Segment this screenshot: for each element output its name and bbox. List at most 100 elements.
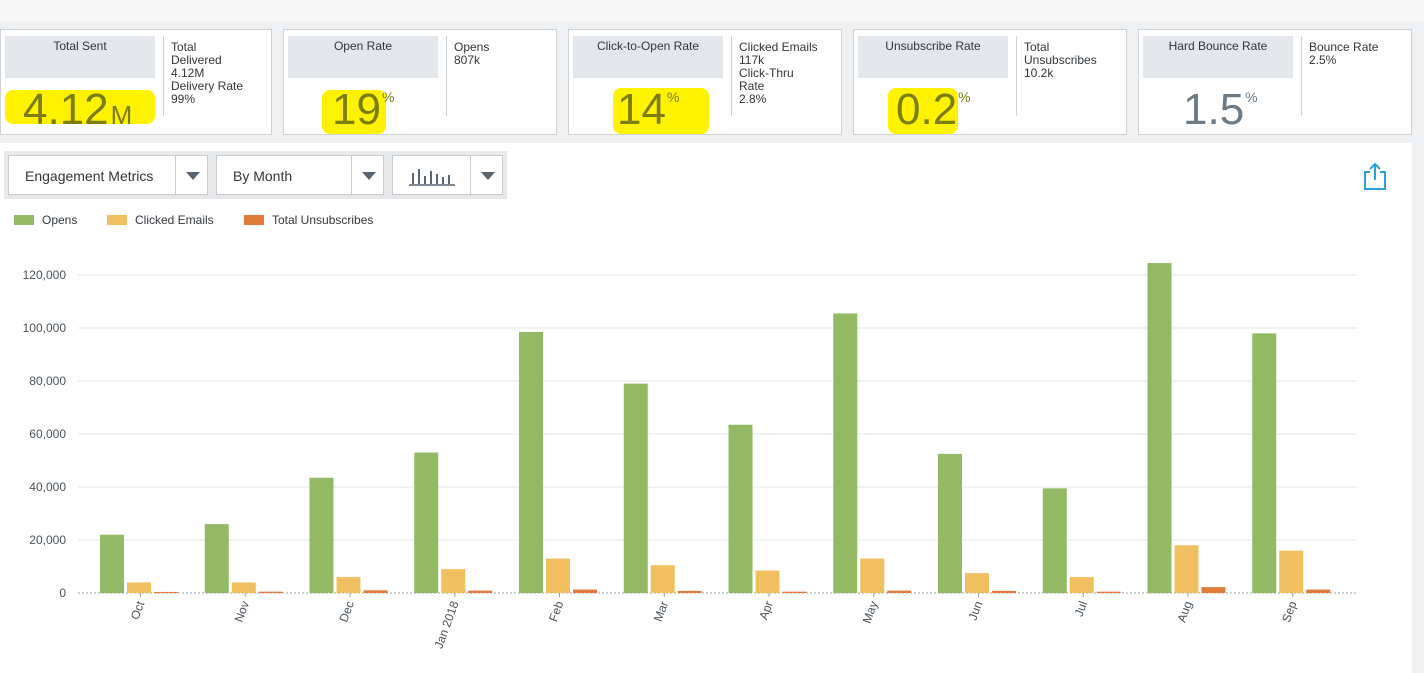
highlight-mark [888,88,958,134]
kpi-value-unit: % [666,89,680,105]
kpi-card-hard-bounce-rate[interactable]: Hard Bounce Rate 1.5% Bounce Rate 2.5% [1138,29,1412,135]
kpi-detail-value: 99% [171,92,196,106]
kpi-value-number: 0.2 [896,85,958,134]
bar-chart-icon [409,169,455,186]
kpi-value-number: 1.5 [1183,85,1245,134]
kpi-details: Opens 807k [454,41,562,67]
x-tick-label: Jul [1072,599,1090,618]
x-tick-label: May [860,599,881,625]
y-tick-label: 100,000 [23,321,67,335]
kpi-detail-value: 2.5% [1309,53,1337,67]
kpi-card-unsubscribe-rate[interactable]: Unsubscribe Rate 0.2% Total Unsubscribes… [853,29,1127,135]
legend-item-clicked-emails[interactable]: Clicked Emails [107,213,214,229]
chart-type-select[interactable] [392,155,503,195]
bar-total-unsubscribes[interactable] [1096,591,1121,593]
bar-opens[interactable] [728,424,753,593]
bar-total-unsubscribes[interactable] [363,590,388,593]
bar-total-unsubscribes[interactable] [782,591,807,593]
kpi-card-click-to-open-rate[interactable]: Click-to-Open Rate 14% Clicked Emails 11… [568,29,842,135]
kpi-detail-value: 10.2k [1024,66,1054,80]
bar-clicked-emails[interactable] [546,558,570,593]
bar-total-unsubscribes[interactable] [992,590,1016,593]
bar-opens[interactable] [519,331,543,593]
metric-select-value: Engagement Metrics [25,168,154,184]
bar-clicked-emails[interactable] [336,577,361,593]
bar-opens[interactable] [1252,333,1277,593]
legend-item-opens[interactable]: Opens [14,213,77,229]
kpi-detail-label: Delivery Rate [171,79,244,93]
bar-clicked-emails[interactable] [127,582,151,593]
legend-swatch [14,214,34,225]
x-tick-label: Aug [1174,599,1194,624]
bar-clicked-emails[interactable] [650,565,675,593]
chart-type-toggle[interactable] [470,156,502,194]
bar-total-unsubscribes[interactable] [468,590,493,593]
metric-select[interactable]: Engagement Metrics [8,155,208,195]
kpi-detail-label: Total [171,40,197,54]
kpi-detail-value: 4.12M [171,66,205,80]
bar-opens[interactable] [938,453,962,593]
bar-total-unsubscribes[interactable] [887,590,912,593]
kpi-value: 0.2% [896,86,971,134]
bar-clicked-emails[interactable] [755,570,780,593]
legend-item-total-unsubscribes[interactable]: Total Unsubscribes [244,213,373,229]
kpi-details: Clicked Emails 117k Click-Thru Rate 2.8% [739,41,847,106]
kpi-value-number: 4.12 [23,85,109,134]
kpi-detail-label: Total [1024,40,1050,54]
kpi-title: Hard Bounce Rate [1143,36,1293,78]
y-tick-label: 80,000 [29,374,66,388]
bar-clicked-emails[interactable] [965,573,989,593]
x-tick-label: Nov [232,599,252,624]
bar-opens[interactable] [100,534,124,593]
kpi-value-number: 19 [332,85,381,134]
bar-opens[interactable] [1042,488,1067,593]
bar-opens[interactable] [623,383,648,593]
kpi-divider [1016,36,1017,116]
bar-clicked-emails[interactable] [231,582,256,593]
period-select-toggle[interactable] [351,156,383,194]
highlight-mark [613,88,709,134]
bar-opens[interactable] [414,452,439,593]
kpi-card-total-sent[interactable]: Total Sent 4.12M Total Delivered 4.12M D… [0,29,272,135]
bar-total-unsubscribes[interactable] [573,589,597,593]
bar-opens[interactable] [1147,263,1172,593]
period-select-value: By Month [233,168,293,184]
y-tick-label: 40,000 [29,480,66,494]
engagement-bar-chart: 0 20,000 40,000 60,000 80,000 100,000 120,000 O… [23,263,1357,650]
legend-label: Total Unsubscribes [272,213,374,227]
x-tick-label: Sep [1279,599,1300,624]
bar-opens[interactable] [833,313,858,593]
x-tick-label: Feb [546,599,566,624]
x-tick-label: Jun [966,599,986,622]
bar-total-unsubscribes[interactable] [258,591,283,593]
x-tick-label: Jan 2018 [432,599,462,650]
x-tick-label: Apr [756,599,776,621]
bar-clicked-emails[interactable] [1069,577,1094,593]
metric-select-toggle[interactable] [175,156,207,194]
kpi-details: Total Unsubscribes 10.2k [1024,41,1132,80]
period-select[interactable]: By Month [216,155,384,195]
kpi-detail-label: Bounce Rate [1309,40,1379,54]
x-tick-label: Dec [336,599,356,624]
legend-label: Clicked Emails [135,213,214,227]
bar-total-unsubscribes[interactable] [1306,589,1331,593]
kpi-detail-label: Click-Thru [739,66,794,80]
bar-opens[interactable] [204,524,229,593]
bar-clicked-emails[interactable] [1279,550,1304,593]
bar-clicked-emails[interactable] [1174,545,1199,593]
bar-clicked-emails[interactable] [860,558,885,593]
chevron-down-icon [481,172,495,180]
bar-total-unsubscribes[interactable] [1201,587,1226,593]
kpi-details: Bounce Rate 2.5% [1309,41,1417,67]
bar-total-unsubscribes[interactable] [677,590,702,593]
kpi-card-open-rate[interactable]: Open Rate 19% Opens 807k [283,29,557,135]
bar-clicked-emails[interactable] [441,569,466,593]
kpi-value-unit: % [958,89,971,105]
kpi-title: Click-to-Open Rate [573,36,723,78]
kpi-detail-label: Unsubscribes [1024,53,1097,67]
bar-total-unsubscribes[interactable] [154,591,178,593]
bar-opens[interactable] [309,477,334,593]
share-icon[interactable] [1362,161,1388,191]
chevron-down-icon [186,172,200,180]
kpi-detail-label: Clicked Emails [739,40,818,54]
